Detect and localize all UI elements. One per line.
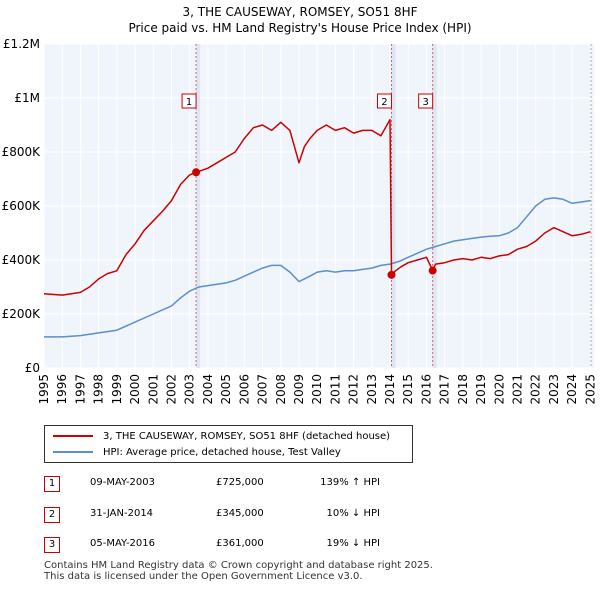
x-tick-label: 1996: [55, 374, 69, 405]
x-tick-label: 2023: [547, 374, 561, 405]
sale-band: [196, 44, 201, 368]
legend-item-hpi: HPI: Average price, detached house, Test…: [53, 445, 341, 459]
legend-item-property: 3, THE CAUSEWAY, ROMSEY, SO51 8HF (detac…: [53, 429, 390, 443]
sale-band: [391, 44, 396, 368]
sale-marker-label: 3: [422, 97, 428, 108]
sale-hpi-change: 139% ↑ HPI: [320, 477, 380, 488]
sale-price: £725,000: [216, 477, 264, 488]
x-tick-label: 2003: [183, 374, 197, 405]
x-tick-label: 2024: [565, 374, 579, 405]
x-tick-label: 2019: [474, 374, 488, 405]
x-tick-label: 2008: [274, 374, 288, 405]
x-tick-label: 2021: [511, 374, 525, 405]
sale-row: 1 09-MAY-2003 £725,000 139% ↑ HPI: [44, 476, 404, 496]
sale-marker-label: 3: [44, 537, 60, 553]
legend-label-hpi: HPI: Average price, detached house, Test…: [103, 446, 341, 458]
x-tick-label: 2016: [419, 374, 433, 405]
x-tick-label: 2020: [492, 374, 506, 405]
x-tick-label: 2025: [583, 374, 597, 405]
y-tick-label: £400K: [2, 253, 42, 267]
footer-licence: This data is licensed under the Open Gov…: [44, 571, 363, 582]
sale-marker-box: [418, 93, 434, 109]
x-tick-label: 2000: [128, 374, 142, 405]
y-tick-label: £600K: [2, 199, 42, 213]
x-tick-label: 2022: [529, 374, 543, 405]
x-tick-label: 2011: [328, 374, 342, 405]
sale-point: [387, 270, 396, 279]
sale-marker-label: 2: [44, 507, 60, 523]
sale-hpi-change: 10% ↓ HPI: [326, 508, 380, 519]
subtitle: Price paid vs. HM Land Registry's House …: [128, 21, 472, 35]
x-tick-label: 2002: [164, 374, 178, 405]
x-tick-label: 1995: [37, 374, 51, 405]
sale-row: 3 05-MAY-2016 £361,000 19% ↓ HPI: [44, 537, 404, 557]
x-tick-label: 2013: [365, 374, 379, 405]
x-tick-label: 2009: [292, 374, 306, 405]
y-tick-label: £800K: [2, 145, 42, 159]
sale-marker-label: 2: [381, 97, 387, 108]
sale-point: [428, 266, 437, 275]
sale-marker-label: 1: [44, 476, 60, 492]
legend: 3, THE CAUSEWAY, ROMSEY, SO51 8HF (detac…: [44, 425, 413, 463]
sale-date: 05-MAY-2016: [90, 538, 156, 549]
sale-marker-box: [181, 93, 197, 109]
x-tick-label: 2018: [456, 374, 470, 405]
y-tick-label: £200K: [2, 307, 42, 321]
x-tick-label: 2006: [237, 374, 251, 405]
footer-copyright: Contains HM Land Registry data © Crown c…: [44, 560, 433, 571]
x-tick-label: 2010: [310, 374, 324, 405]
sale-row: 2 31-JAN-2014 £345,000 10% ↓ HPI: [44, 507, 404, 527]
sale-date: 31-JAN-2014: [90, 508, 154, 519]
y-tick-label: £1.2M: [3, 37, 40, 51]
y-tick-label: £1M: [14, 91, 40, 105]
legend-swatch-hpi: [53, 451, 93, 453]
sale-marker-label: 1: [186, 97, 192, 108]
x-tick-label: 2014: [383, 374, 397, 405]
sale-point: [192, 168, 201, 177]
x-tick-label: 2004: [201, 374, 215, 405]
x-tick-label: 2001: [146, 374, 160, 405]
x-tick-label: 1998: [92, 374, 106, 405]
sale-marker-box: [376, 93, 392, 109]
title: 3, THE CAUSEWAY, ROMSEY, SO51 8HF: [182, 5, 418, 19]
x-tick-label: 1997: [73, 374, 87, 405]
x-tick-label: 2015: [401, 374, 415, 405]
x-tick-label: 2017: [438, 374, 452, 405]
sale-price: £345,000: [216, 508, 264, 519]
x-tick-label: 2005: [219, 374, 233, 405]
price-chart: £0 £200K £400K £600K £800K £1M £1.2M 1995 1996 19…: [2, 37, 598, 405]
sale-hpi-change: 19% ↓ HPI: [326, 538, 380, 549]
footer: Contains HM Land Registry data © Crown c…: [44, 560, 433, 582]
series-line: [43, 118, 591, 296]
sale-date: 09-MAY-2003: [90, 477, 156, 488]
x-tick-label: 2007: [256, 374, 270, 405]
sale-price: £361,000: [216, 538, 264, 549]
sale-band: [432, 44, 437, 368]
legend-swatch-property: [53, 435, 93, 437]
x-tick-label: 1999: [110, 374, 124, 405]
chart-title: 3, THE CAUSEWAY, ROMSEY, SO51 8HF Price …: [0, 4, 600, 36]
y-tick-label: £0: [25, 361, 40, 375]
x-tick-label: 2012: [347, 374, 361, 405]
legend-label-property: 3, THE CAUSEWAY, ROMSEY, SO51 8HF (detac…: [103, 430, 391, 442]
series-line: [44, 197, 591, 338]
